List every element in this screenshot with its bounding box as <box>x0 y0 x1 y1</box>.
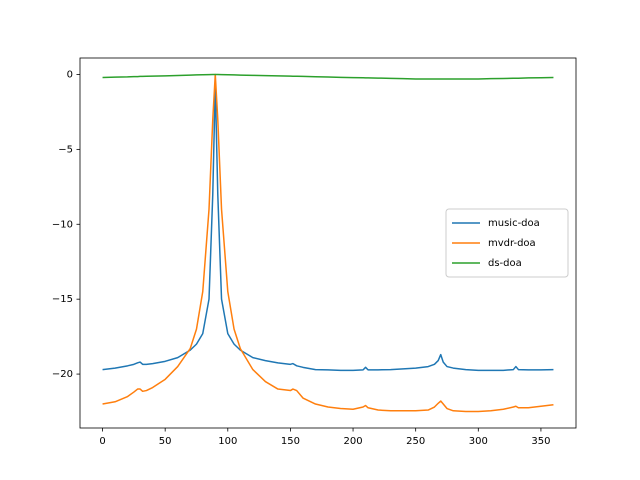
x-tick-label: 100 <box>218 436 237 447</box>
x-tick-label: 200 <box>344 436 363 447</box>
legend-label: music-doa <box>488 218 540 229</box>
x-tick-label: 150 <box>281 436 300 447</box>
legend-label: mvdr-doa <box>488 238 536 249</box>
y-tick-label: −20 <box>52 369 73 380</box>
x-tick-label: 0 <box>99 436 105 447</box>
data-line <box>102 73 554 80</box>
y-tick-label: −10 <box>52 219 73 230</box>
x-tick-label: 50 <box>159 436 172 447</box>
y-tick-label: −5 <box>58 144 73 155</box>
axes-frame <box>79 57 577 429</box>
legend-box <box>445 208 569 278</box>
data-line <box>102 73 554 413</box>
x-tick-label: 300 <box>469 436 488 447</box>
data-line <box>102 82 554 372</box>
x-tick-label: 250 <box>406 436 425 447</box>
legend-label: ds-doa <box>488 258 522 269</box>
y-tick-label: 0 <box>67 69 73 80</box>
y-tick-label: −15 <box>52 294 73 305</box>
x-tick-label: 350 <box>531 436 550 447</box>
